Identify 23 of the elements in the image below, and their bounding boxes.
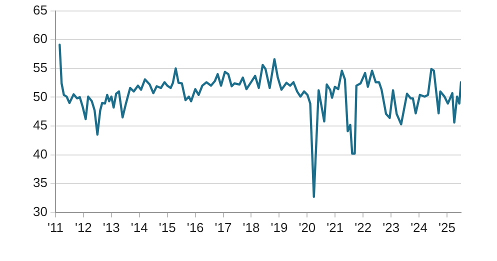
x-tick-label: '15 [158,220,176,235]
y-tick-label: 50 [32,88,48,104]
x-tick-label: '13 [102,220,120,235]
x-tick-label: '12 [74,220,92,235]
x-tick-label: '14 [130,220,148,235]
y-tick-label: 35 [32,175,48,190]
x-tick-label: '20 [298,220,316,235]
y-tick-label: 40 [32,146,48,162]
x-tick-label: '23 [382,220,400,235]
x-tick-label: '22 [354,220,372,235]
y-tick-label: 45 [32,118,48,133]
x-tick-label: '11 [47,220,64,235]
y-tick-label: 65 [32,2,48,18]
y-tick-label: 60 [32,31,48,46]
x-tick-label: '19 [270,220,288,235]
x-tick-label: '21 [326,220,344,235]
y-tick-label: 30 [32,204,48,219]
y-tick-label: 55 [32,60,48,75]
x-tick-label: '18 [242,220,260,235]
x-tick-label: '25 [438,220,456,235]
x-tick-label: '16 [186,220,204,235]
x-tick-label: '17 [214,220,232,235]
x-tick-label: '24 [410,220,428,235]
